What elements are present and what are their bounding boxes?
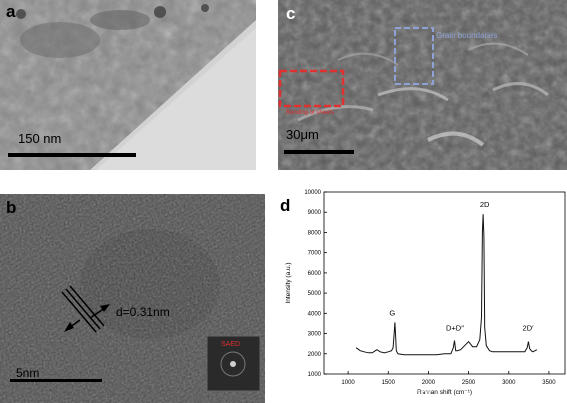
y-tick-label: 4000 [308,311,322,317]
tem-micrograph-a [0,0,256,170]
panel-letter-c: c [286,4,296,23]
y-tick-label: 9000 [308,210,322,216]
y-axis-label: Intensity (a.u.) [285,262,292,303]
panel-letter-a: a [6,2,16,21]
scale-bar-c [284,150,354,154]
y-tick-label: 5000 [308,291,322,297]
scale-bar-label-a: 150 nm [18,131,62,146]
y-tick-label: 2000 [308,352,322,358]
x-tick-label: 3000 [502,380,516,386]
scale-bar-a [8,153,136,157]
hrtem-micrograph-b [0,194,265,403]
x-tick-label: 1500 [382,380,396,386]
scale-bar-b [10,379,102,382]
x-tick-label: 3500 [542,380,556,386]
x-tick-label: 2000 [422,380,436,386]
y-tick-label: 6000 [308,271,322,277]
scale-bar-label-b: 5nm [16,366,40,380]
x-tick-label: 2500 [462,380,476,386]
sem-micrograph-c [278,0,567,170]
scale-bar-label-c: 30μm [286,127,319,142]
plot-frame [323,191,566,375]
y-tick-label: 1000 [308,372,322,378]
panel-d-raman-chart: d 1000 1500 2000 2500 3000 3500 1000 2000 3000 40… [278,184,567,403]
panel-a-tem-image: a 150 nm [0,0,256,170]
y-tick-label: 8000 [308,230,322,236]
peak-annotation: 2D [480,200,490,209]
panel-b-hrtem-image: b d=0.31nm SAED 5nm [0,194,265,403]
saed-inset-label: SAED [221,341,241,348]
panel-c-sem-image: c Grain boundaries Bending of sheets 30μ… [278,0,567,170]
panel-letter-b: b [6,198,17,217]
y-tick-label: 10000 [304,190,321,196]
x-tick-label: 1000 [341,380,355,386]
bending-sheets-label: Bending of sheets [286,110,335,116]
x-axis-label: Raman shift (cm⁻¹) [417,389,472,396]
peak-annotation: D+D″ [446,324,464,333]
y-tick-label: 3000 [308,332,322,338]
d-spacing-label: d=0.31nm [116,305,170,319]
grain-boundaries-label: Grain boundaries [436,31,498,40]
panel-letter-d: d [280,196,291,215]
raman-spectrum-plot: 1000 1500 2000 2500 3000 3500 1000 2000 3000 4000… [285,190,566,396]
peak-annotation: 2D′ [523,324,535,333]
raman-spectrum-line [355,214,538,356]
watermark-text: www.mfgrobots.com [318,386,432,400]
peak-annotation: G [389,308,395,317]
y-tick-label: 7000 [308,251,322,257]
